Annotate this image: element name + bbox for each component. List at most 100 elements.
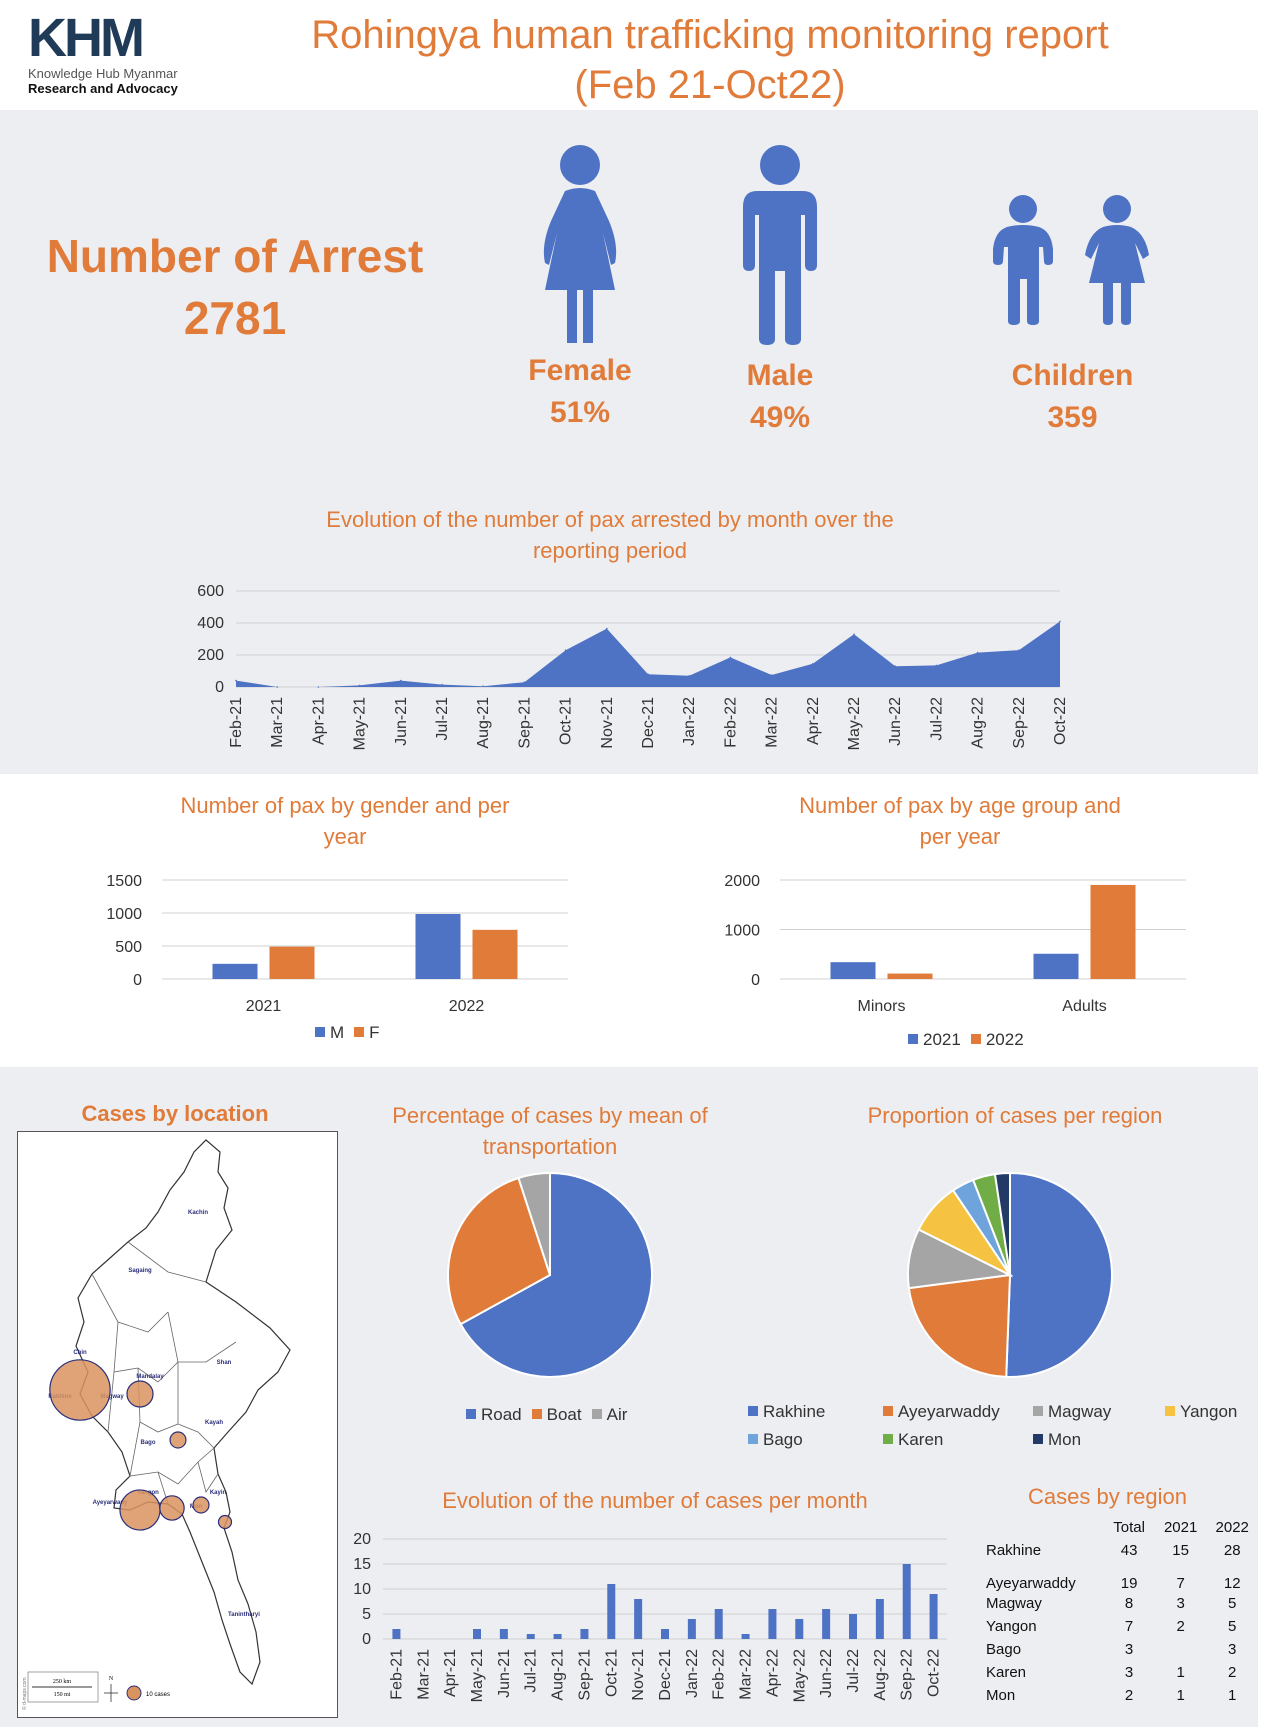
data-point <box>400 679 402 682</box>
table-header-cell: 2021 <box>1163 1519 1198 1536</box>
legend-item: Bago <box>748 1426 883 1454</box>
legend-item: 2021 <box>908 1030 961 1050</box>
x-tick-label: Jun-22 <box>818 1649 835 1698</box>
legend-label: Yangon <box>1180 1402 1238 1421</box>
x-tick-label: Feb-22 <box>711 1649 728 1700</box>
table-cell: 7 <box>1124 1618 1134 1635</box>
bar-F-2022 <box>472 929 518 979</box>
case-circle <box>159 1495 185 1521</box>
arrest-value: 2781 <box>183 292 287 344</box>
legend-label: Road <box>481 1405 522 1424</box>
table-cell: 43 <box>1120 1542 1138 1559</box>
table-cell: Mon <box>986 1687 1016 1704</box>
data-point <box>647 673 649 675</box>
page-title: Rohingya human trafficking monitoring re… <box>230 10 1190 110</box>
pie-slice-rakhine <box>1005 1171 1113 1378</box>
x-tick-label: Mar-21 <box>415 1649 432 1700</box>
monthly-arrests-chart: 0 200 400 600 Feb-21 Mar-21 Apr-21 May-21 Jun-21… <box>197 583 1069 750</box>
male-stat: Male 49% <box>715 355 845 439</box>
data-point <box>770 674 773 676</box>
arrest-label: Number of Arrest <box>46 230 424 282</box>
x-tick-label: Mar-22 <box>764 697 781 748</box>
female-value: 51% <box>549 396 611 429</box>
bar-2021-Adults <box>1033 953 1079 979</box>
gender-year-chart: 0 500 1000 1500 2021 2022 <box>106 873 568 1012</box>
table-header-cell: 2022 <box>1215 1519 1249 1536</box>
pie-slice-boat <box>447 1176 552 1326</box>
x-tick-label: Aug-22 <box>970 697 987 749</box>
table-cell: Ayeyarwaddy <box>986 1575 1076 1592</box>
bar-Jun-21 <box>499 1629 508 1639</box>
bar-2022-Adults <box>1090 884 1136 979</box>
data-point <box>235 679 237 682</box>
table-cell: 7 <box>1176 1575 1185 1592</box>
age-year-chart: 0 1000 2000 Minors Adults <box>724 873 1186 1012</box>
x-tick-label: Dec-21 <box>640 697 657 749</box>
region-pie <box>907 1171 1113 1378</box>
legend-item: Yangon <box>1165 1398 1245 1426</box>
legend-label: M <box>330 1023 345 1042</box>
legend-item: Road <box>466 1405 522 1425</box>
x-tick-label: Oct-21 <box>558 697 575 745</box>
children-stat: Children 359 <box>1000 355 1145 439</box>
map-title: Cases by location <box>81 1101 269 1126</box>
bar-Jul-21 <box>526 1634 535 1639</box>
bar-May-21 <box>473 1629 481 1639</box>
y-tick-label: 5 <box>362 1606 371 1623</box>
data-point <box>317 686 320 688</box>
legend-label: 2021 <box>923 1030 961 1049</box>
x-tick-label: 2021 <box>246 998 282 1012</box>
region-label-bago: Bago <box>141 1440 156 1446</box>
female-stat: Female 51% <box>515 350 645 434</box>
age-year-title: Number of pax by age group and per year <box>740 790 1180 852</box>
x-tick-label: Mar-21 <box>269 697 286 748</box>
legend-label: 2022 <box>985 1030 1024 1049</box>
y-tick-label: 0 <box>362 1631 371 1648</box>
x-tick-label: Feb-21 <box>228 697 245 748</box>
x-tick-label: May-22 <box>791 1649 808 1702</box>
table-cell: 3 <box>1176 1595 1185 1612</box>
children-icon <box>993 195 1149 325</box>
y-tick-label: 10 <box>353 1581 371 1598</box>
x-tick-label: Nov-21 <box>630 1649 647 1701</box>
table-cell: 5 <box>1228 1595 1237 1612</box>
age-year-legend: 2021 2022 <box>908 1030 1034 1050</box>
table-cell: 3 <box>1124 1641 1134 1658</box>
female-label: Female <box>528 354 632 387</box>
case-circle <box>119 1489 161 1531</box>
x-tick-label: Adults <box>1062 998 1106 1012</box>
logo-line2: Research and Advocacy <box>28 81 178 96</box>
table-cell: 3 <box>1124 1664 1134 1681</box>
legend-item: Mon <box>1033 1426 1165 1454</box>
table-cell: 2 <box>1228 1664 1237 1681</box>
table-cell <box>1155 1638 1207 1661</box>
x-tick-label: Apr-21 <box>442 1649 459 1697</box>
legend-label: Karen <box>898 1430 944 1449</box>
x-tick-label: Oct-22 <box>1052 697 1069 745</box>
x-tick-label: Mar-22 <box>738 1649 755 1700</box>
x-tick-label: Oct-21 <box>603 1649 620 1697</box>
bar-Oct-22 <box>929 1594 938 1639</box>
legend-swatch <box>1165 1406 1175 1416</box>
table-header-row: Total 2021 2022 <box>986 1516 1258 1539</box>
data-point <box>976 651 979 654</box>
data-point <box>894 665 896 667</box>
x-tick-label: Jan-22 <box>681 697 698 746</box>
legend-swatch <box>883 1434 893 1444</box>
table-row: Mon 2 1 1 <box>986 1684 1258 1707</box>
myanmar-map: KachinSagaingChinMandalayShanRakhineMagw… <box>21 1139 291 1710</box>
data-point <box>441 683 443 686</box>
region-pie-title: Proportion of cases per region <box>867 1103 1163 1128</box>
legend-label: Ayeyarwaddy <box>898 1402 1000 1421</box>
age-year-title-line2: per year <box>919 824 1001 849</box>
table-cell: 1 <box>1176 1664 1185 1681</box>
area-series <box>236 621 1060 687</box>
data-point <box>729 656 732 659</box>
y-tick-label: 1500 <box>106 873 142 890</box>
legend-label: Mon <box>1048 1430 1082 1449</box>
x-tick-label: Apr-22 <box>764 1649 781 1697</box>
x-tick-label: Feb-22 <box>722 697 739 748</box>
pie-slice-ayeyarwaddy <box>907 1273 1012 1378</box>
bar-Nov-21 <box>634 1599 643 1639</box>
